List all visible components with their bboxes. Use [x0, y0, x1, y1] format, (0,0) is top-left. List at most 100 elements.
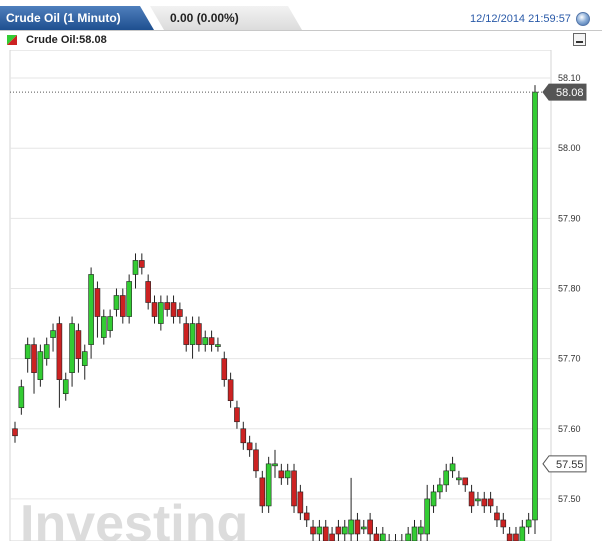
candle: [500, 512, 507, 534]
candle: [284, 463, 291, 485]
candle-body: [487, 498, 494, 507]
candle: [367, 512, 373, 541]
price-flag-label: 57.55: [556, 459, 584, 471]
candle: [253, 442, 259, 478]
grid: [10, 77, 551, 500]
price-flag-label: 58.08: [556, 87, 584, 99]
candle: [196, 316, 202, 352]
price-change: 0.00 (0.00%): [170, 11, 239, 25]
candle: [291, 463, 297, 513]
candle: [126, 274, 132, 324]
candle: [246, 435, 253, 457]
candle-legend-icon: [7, 35, 17, 45]
candle-body: [158, 302, 164, 324]
candle-body: [164, 302, 170, 310]
candles: [12, 85, 538, 541]
candle: [62, 372, 69, 401]
candle: [69, 316, 75, 387]
candle-body: [246, 442, 253, 451]
minimize-button[interactable]: [573, 33, 586, 46]
candle-body: [189, 323, 196, 345]
price-chart[interactable]: 58.10 58.00 57.90 57.80 57.70 57.60 57.50 58.0…: [0, 50, 602, 541]
legend-label: Crude Oil:58.08: [26, 34, 107, 46]
candle-body: [113, 295, 120, 310]
candle: [113, 288, 120, 317]
chart-header: Crude Oil (1 Minuto) 0.00 (0.00%) 12/12/…: [0, 0, 602, 31]
candle-body: [234, 407, 240, 423]
candle: [373, 526, 380, 541]
candle-body: [310, 526, 316, 535]
candle-body: [43, 344, 50, 359]
candle-body: [139, 260, 145, 268]
candle: [386, 533, 392, 541]
candle-body: [170, 302, 177, 317]
candle: [215, 337, 221, 352]
chart-title[interactable]: Crude Oil (1 Minuto): [6, 11, 121, 25]
candle-body: [322, 526, 329, 541]
candle: [189, 316, 196, 359]
candle-body: [316, 526, 323, 535]
candle: [335, 519, 342, 541]
candle: [310, 519, 316, 541]
candle-body: [418, 526, 424, 535]
candle: [170, 295, 177, 324]
price-flag: [542, 455, 587, 473]
candle: [424, 484, 430, 541]
candle: [443, 463, 450, 492]
candle: [411, 519, 418, 541]
price-flag: [542, 83, 587, 101]
candle-body: [430, 491, 437, 507]
candle-body: [253, 449, 259, 472]
candle: [380, 526, 386, 541]
candle: [399, 533, 405, 541]
candle-body: [373, 533, 380, 541]
candle: [151, 295, 158, 324]
candle: [354, 512, 361, 541]
candle-body: [132, 260, 139, 275]
candle: [240, 421, 247, 450]
candle-body: [69, 323, 75, 373]
candle-body: [227, 379, 234, 402]
candle: [303, 505, 310, 527]
candle: [208, 330, 215, 352]
candle-body: [335, 526, 342, 535]
y-tick-label: 57.50: [558, 494, 581, 504]
candle: [513, 526, 519, 541]
candle-body: [240, 428, 247, 444]
refresh-icon[interactable]: [576, 12, 590, 26]
candle-body: [208, 337, 215, 345]
instrument-tab[interactable]: [0, 6, 154, 30]
candle-body: [380, 533, 386, 541]
candle: [259, 470, 266, 513]
candle: [297, 484, 304, 520]
candle-body: [500, 519, 507, 528]
candle: [532, 85, 538, 534]
candle: [316, 519, 323, 541]
candle: [183, 316, 190, 352]
candle: [405, 526, 411, 541]
candle: [164, 295, 170, 317]
candle-body: [532, 91, 538, 521]
candle-body: [424, 498, 430, 535]
candle-body: [278, 470, 285, 479]
candle-body: [259, 477, 266, 507]
candle-body: [291, 470, 297, 507]
candle-body: [145, 281, 151, 303]
candle: [120, 288, 126, 324]
candle: [348, 477, 354, 541]
candle: [88, 267, 94, 359]
candle-body: [221, 358, 228, 380]
candle: [132, 253, 139, 289]
candle: [462, 477, 469, 492]
candle-body: [329, 533, 335, 541]
candle: [202, 330, 209, 352]
candle-body: [506, 533, 513, 541]
watermark: Investing: [20, 495, 248, 541]
candle-body: [126, 281, 132, 317]
candle-body: [56, 323, 63, 380]
candle: [56, 316, 63, 408]
candle: [24, 337, 31, 373]
candle-body: [215, 344, 221, 347]
candle: [43, 337, 50, 366]
candle: [221, 351, 228, 387]
